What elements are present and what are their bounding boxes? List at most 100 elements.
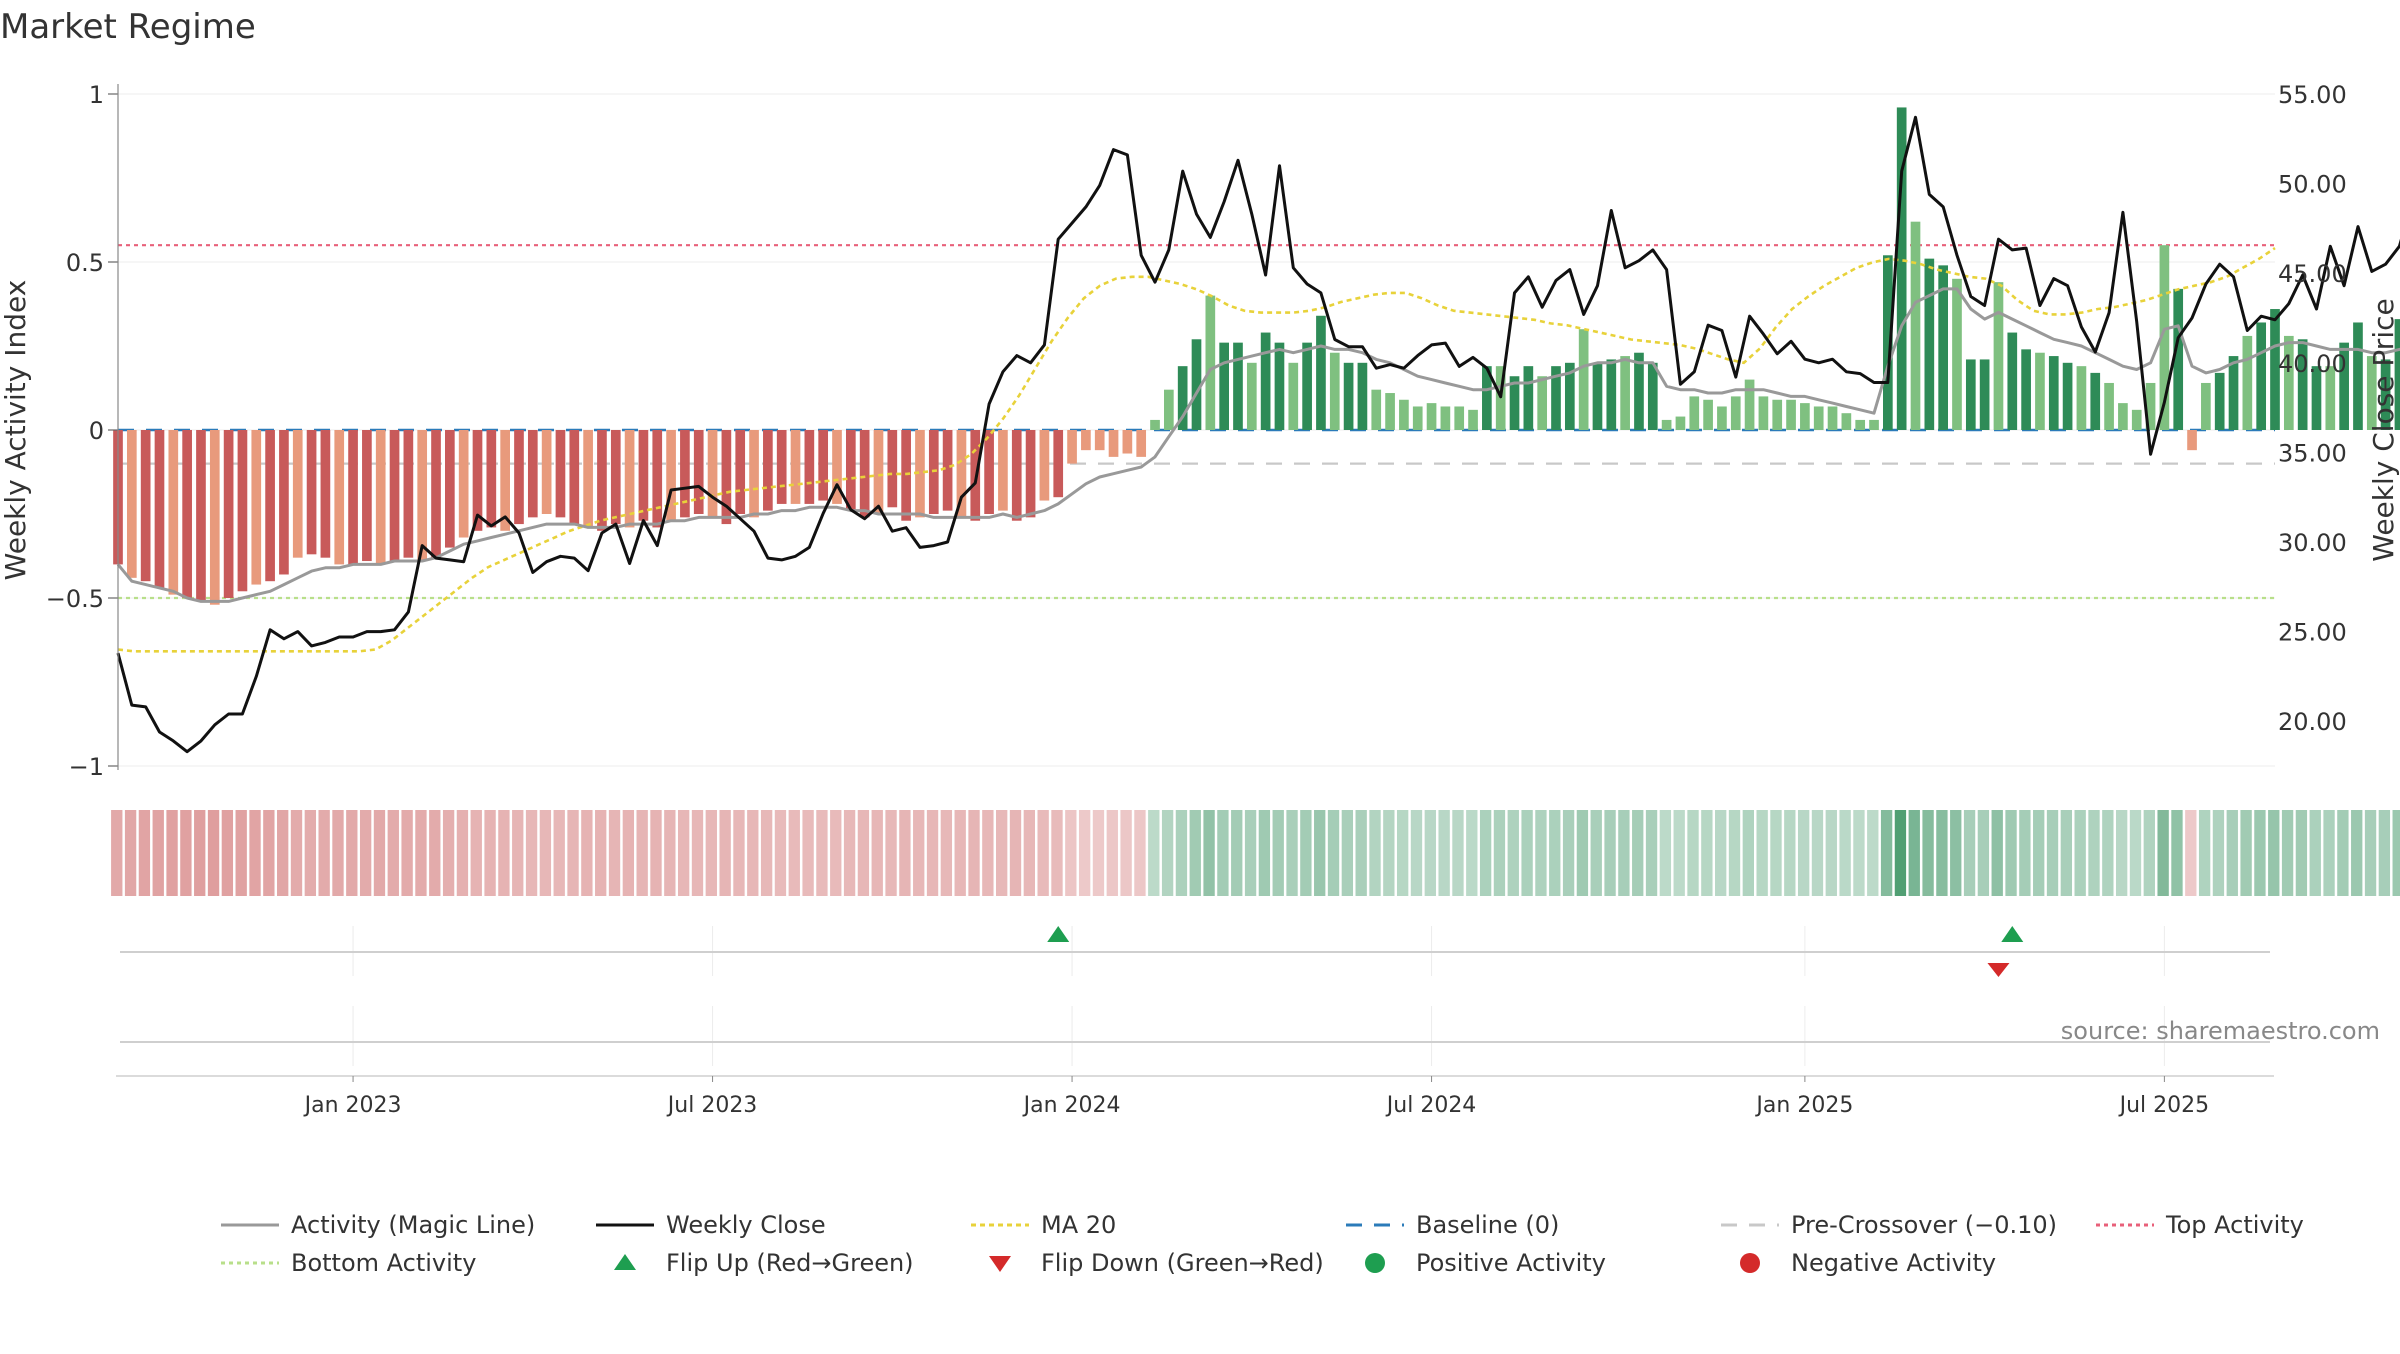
activity-bar bbox=[445, 430, 455, 548]
activity-bar bbox=[1703, 399, 1713, 430]
legend-item: Negative Activity bbox=[1740, 1249, 1996, 1277]
activity-bar bbox=[1758, 396, 1769, 430]
activity-bar bbox=[1827, 406, 1838, 430]
regime-strip-cell bbox=[1134, 810, 1146, 896]
regime-strip-cell bbox=[2378, 810, 2391, 896]
regime-strip-cell bbox=[346, 810, 358, 896]
regime-strip-cell bbox=[913, 810, 925, 896]
regime-strip-cell bbox=[1549, 810, 1561, 896]
activity-bar bbox=[2270, 309, 2280, 430]
regime-strip-cell bbox=[2212, 810, 2225, 896]
regime-strip-cell bbox=[2102, 810, 2114, 896]
activity-bar bbox=[1371, 389, 1382, 430]
regime-strip-cell bbox=[2005, 810, 2017, 896]
activity-bar bbox=[1551, 366, 1561, 430]
regime-strip-cell bbox=[954, 810, 966, 896]
chart-title: Market Regime bbox=[0, 7, 256, 47]
activity-bar bbox=[403, 430, 414, 558]
y2-tick-label: 40.00 bbox=[2278, 350, 2347, 378]
regime-strip-cell bbox=[595, 810, 607, 896]
y2-tick-label: 50.00 bbox=[2278, 171, 2347, 199]
y-tick-label: 1 bbox=[89, 81, 104, 109]
activity-bar bbox=[389, 430, 400, 562]
activity-bar bbox=[2159, 245, 2170, 430]
activity-bar bbox=[652, 430, 663, 528]
legend-item: Flip Down (Green→Red) bbox=[989, 1249, 1324, 1277]
legend-swatch-negative-activity bbox=[1740, 1253, 1760, 1273]
legend-item: MA 20 bbox=[971, 1211, 1116, 1239]
activity-bar bbox=[2007, 332, 2018, 430]
activity-bar bbox=[417, 430, 428, 562]
regime-strip-cell bbox=[691, 810, 704, 896]
activity-bar bbox=[1191, 339, 1202, 430]
regime-strip-cell bbox=[567, 810, 579, 896]
activity-bar bbox=[804, 430, 815, 504]
regime-strip-cell bbox=[1217, 810, 1229, 896]
y2-tick-label: 35.00 bbox=[2278, 439, 2347, 467]
activity-bar bbox=[1883, 255, 1893, 430]
regime-strip-cell bbox=[1244, 810, 1257, 896]
activity-bar bbox=[2118, 403, 2128, 430]
activity-bar bbox=[832, 430, 842, 504]
activity-bar bbox=[1081, 430, 1091, 451]
activity-bar bbox=[1426, 403, 1437, 430]
activity-bar bbox=[998, 430, 1008, 511]
activity-bar bbox=[1274, 342, 1285, 430]
regime-strip-cell bbox=[1161, 810, 1174, 896]
activity-bar bbox=[1329, 352, 1340, 430]
activity-bar bbox=[2062, 362, 2073, 430]
activity-bar bbox=[1800, 403, 1810, 430]
activity-bar bbox=[1924, 258, 1935, 430]
regime-strip-cell bbox=[2226, 810, 2238, 896]
regime-strip-cell bbox=[221, 810, 234, 896]
regime-strip-cell bbox=[138, 810, 151, 896]
regime-strip-cell bbox=[1258, 810, 1271, 896]
activity-bar bbox=[1316, 315, 1326, 430]
activity-bar bbox=[1634, 352, 1644, 430]
regime-strip-cell bbox=[1396, 810, 1409, 896]
regime-strip-cell bbox=[1092, 810, 1105, 896]
legend-label: Bottom Activity bbox=[291, 1249, 476, 1277]
regime-strip-cell bbox=[1991, 810, 2003, 896]
regime-strip-cell bbox=[1742, 810, 1755, 896]
regime-strip-cell bbox=[885, 810, 897, 896]
activity-bar bbox=[1869, 419, 1879, 430]
regime-strip-cell bbox=[2268, 810, 2280, 896]
activity-bar bbox=[279, 430, 289, 575]
regime-strip-cell bbox=[1936, 810, 1948, 896]
activity-bar bbox=[956, 430, 967, 518]
regime-strip-cell bbox=[1922, 810, 1934, 896]
regime-strip-cell bbox=[1037, 810, 1049, 896]
regime-strip-cell bbox=[277, 810, 289, 896]
activity-bar bbox=[223, 430, 234, 598]
activity-bar bbox=[196, 430, 206, 602]
regime-strip-cell bbox=[1977, 810, 1990, 896]
regime-strip-cell bbox=[387, 810, 399, 896]
activity-bar bbox=[1343, 362, 1354, 430]
activity-bar bbox=[320, 430, 331, 558]
legend-swatch-flip-up bbox=[614, 1254, 636, 1270]
regime-strip-cell bbox=[2392, 810, 2400, 896]
regime-strip-cell bbox=[664, 810, 676, 896]
activity-bar bbox=[2104, 382, 2114, 430]
regime-strip-cell bbox=[1286, 810, 1298, 896]
y-tick-label: −0.5 bbox=[46, 585, 104, 613]
activity-bar bbox=[1205, 295, 1216, 430]
legend-item: Weekly Close bbox=[596, 1211, 826, 1239]
activity-bar bbox=[1592, 362, 1603, 430]
flip-events-panel bbox=[120, 926, 2270, 977]
activity-bar bbox=[638, 430, 649, 521]
activity-bar bbox=[1772, 399, 1783, 430]
regime-strip-cell bbox=[1493, 810, 1506, 896]
regime-strip-cell bbox=[1715, 810, 1727, 896]
activity-bar bbox=[334, 430, 345, 565]
legend-item: Baseline (0) bbox=[1346, 1211, 1559, 1239]
regime-strip-cell bbox=[1894, 810, 1907, 896]
regime-strip-cell bbox=[581, 810, 593, 896]
activity-bar bbox=[2048, 356, 2059, 430]
flip-down-marker bbox=[1987, 963, 2010, 977]
regime-strip-cell bbox=[1300, 810, 1312, 896]
regime-strip-cell bbox=[1618, 810, 1630, 896]
activity-bar bbox=[2353, 322, 2363, 430]
